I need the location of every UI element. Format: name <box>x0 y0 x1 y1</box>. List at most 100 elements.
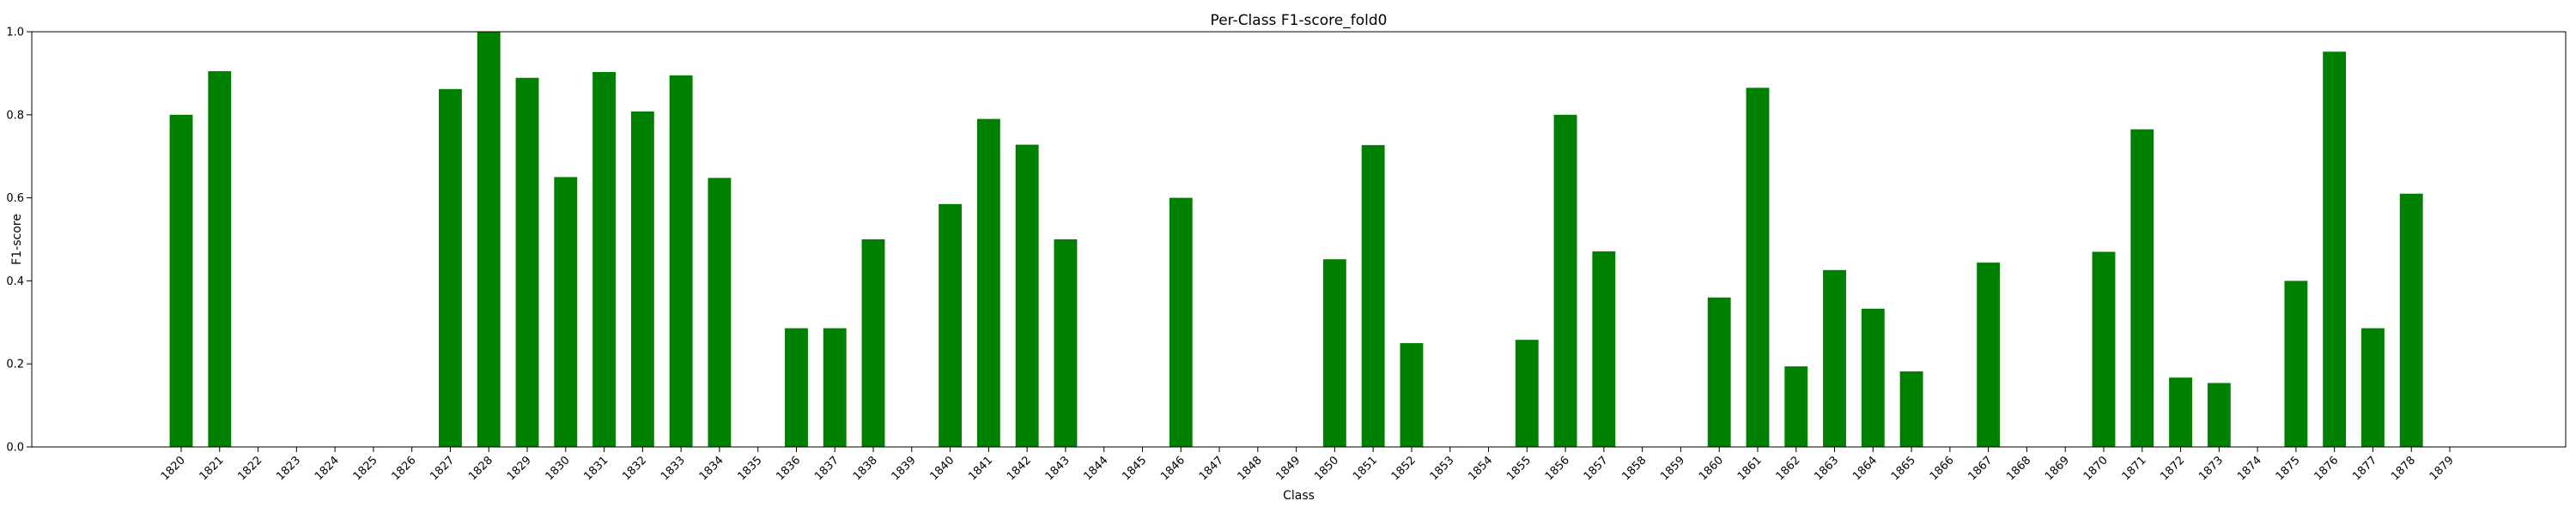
x-tick-label: 1878 <box>2389 454 2418 483</box>
x-tick-label: 1864 <box>1850 454 1880 483</box>
bar-1821 <box>208 70 232 447</box>
bar-1827 <box>439 88 462 447</box>
bar-1842 <box>1015 144 1039 447</box>
bar-1875 <box>2284 281 2308 447</box>
x-tick-label: 1875 <box>2274 454 2303 483</box>
x-tick-label: 1872 <box>2158 454 2187 483</box>
x-tick-label: 1821 <box>197 454 227 483</box>
x-tick-label: 1860 <box>1697 454 1726 483</box>
bar-1860 <box>1707 297 1731 447</box>
x-tick-label: 1824 <box>313 454 342 483</box>
x-tick-label: 1873 <box>2196 454 2226 483</box>
x-tick-label: 1850 <box>1312 454 1341 483</box>
x-tick-label: 1856 <box>1543 454 1572 483</box>
bar-1820 <box>169 114 193 448</box>
bar-1871 <box>2130 129 2154 448</box>
bar-1831 <box>592 71 617 447</box>
y-axis-label: F1-score <box>10 214 24 265</box>
y-tick-label: 0.0 <box>6 442 24 455</box>
bar-1843 <box>1054 239 1078 447</box>
x-tick-label: 1849 <box>1273 454 1303 483</box>
bar-1861 <box>1746 88 1770 447</box>
x-tick-label: 1846 <box>1158 454 1188 483</box>
y-tick-label: 0.2 <box>6 359 24 371</box>
x-tick-label: 1842 <box>1005 454 1034 483</box>
x-tick-label: 1843 <box>1043 454 1072 483</box>
y-tick-label: 0.8 <box>6 109 24 122</box>
x-tick-label: 1871 <box>2120 454 2149 483</box>
x-tick-label: 1830 <box>544 454 573 483</box>
bar-1846 <box>1169 197 1193 447</box>
x-tick-label: 1820 <box>159 454 188 483</box>
bar-1864 <box>1861 308 1885 447</box>
x-tick-label: 1844 <box>1082 454 1111 483</box>
x-tick-label: 1879 <box>2427 454 2457 483</box>
x-tick-label: 1833 <box>659 454 688 483</box>
bar-1833 <box>669 75 693 447</box>
y-tick-label: 1.0 <box>6 27 24 39</box>
bar-1878 <box>2399 193 2423 447</box>
axes-frame <box>31 31 2567 448</box>
x-tick-label: 1854 <box>1466 454 1495 483</box>
bar-1829 <box>515 77 539 447</box>
x-tick-label: 1863 <box>1812 454 1841 483</box>
y-tick-label: 0.4 <box>6 275 24 288</box>
y-tick-label: 0.6 <box>6 192 24 205</box>
x-tick-label: 1861 <box>1735 454 1765 483</box>
x-tick-label: 1827 <box>428 454 457 483</box>
bar-1865 <box>1899 371 1923 447</box>
x-tick-label: 1845 <box>1120 454 1149 483</box>
bar-1840 <box>939 203 963 448</box>
x-axis-ticks: 1820 1821 1822 1823 1824 1825 1826 1827 1828 1829… <box>159 447 2457 483</box>
x-tick-label: 1848 <box>1236 454 1265 483</box>
bar-1852 <box>1400 343 1424 447</box>
x-tick-label: 1838 <box>851 454 880 483</box>
bar-1830 <box>554 177 578 447</box>
x-tick-label: 1839 <box>890 454 919 483</box>
bar-1841 <box>976 118 1000 447</box>
x-tick-label: 1870 <box>2081 454 2111 483</box>
x-tick-label: 1874 <box>2235 454 2264 483</box>
bar-1850 <box>1322 259 1346 447</box>
bar-1837 <box>823 328 847 447</box>
x-tick-label: 1858 <box>1619 454 1649 483</box>
x-tick-label: 1837 <box>812 454 841 483</box>
x-axis-label: Class <box>1283 489 1315 503</box>
x-tick-label: 1822 <box>235 454 264 483</box>
bar-1838 <box>861 239 885 447</box>
x-tick-label: 1855 <box>1504 454 1534 483</box>
chart-title: Per-Class F1-score_fold0 <box>1211 12 1388 29</box>
x-tick-label: 1859 <box>1658 454 1687 483</box>
bar-1851 <box>1361 145 1385 447</box>
x-tick-label: 1829 <box>505 454 534 483</box>
x-tick-label: 1828 <box>466 454 495 483</box>
x-tick-label: 1831 <box>581 454 611 483</box>
x-tick-label: 1857 <box>1582 454 1611 483</box>
bar-1876 <box>2323 51 2347 447</box>
bar-1863 <box>1823 269 1846 447</box>
x-tick-label: 1840 <box>927 454 957 483</box>
x-tick-label: 1825 <box>351 454 380 483</box>
bar-1856 <box>1553 114 1577 448</box>
x-tick-label: 1853 <box>1428 454 1457 483</box>
bar-1872 <box>2169 377 2192 447</box>
bar-1836 <box>785 328 808 447</box>
bar-1855 <box>1515 340 1539 447</box>
x-tick-label: 1866 <box>1928 454 1957 483</box>
y-axis-ticks: 0.0 0.2 0.4 0.6 0.8 1.0 <box>6 27 32 455</box>
x-tick-label: 1852 <box>1389 454 1419 483</box>
bar-1870 <box>2092 251 2116 447</box>
x-tick-label: 1869 <box>2043 454 2072 483</box>
x-tick-label: 1836 <box>774 454 803 483</box>
bar-1867 <box>1977 263 2001 447</box>
x-tick-label: 1835 <box>736 454 765 483</box>
x-tick-label: 1862 <box>1774 454 1803 483</box>
x-tick-label: 1841 <box>966 454 995 483</box>
x-tick-label: 1867 <box>1965 454 1995 483</box>
x-tick-label: 1851 <box>1351 454 1380 483</box>
bar-1877 <box>2361 328 2385 447</box>
x-tick-label: 1865 <box>1889 454 1918 483</box>
x-tick-label: 1823 <box>274 454 303 483</box>
